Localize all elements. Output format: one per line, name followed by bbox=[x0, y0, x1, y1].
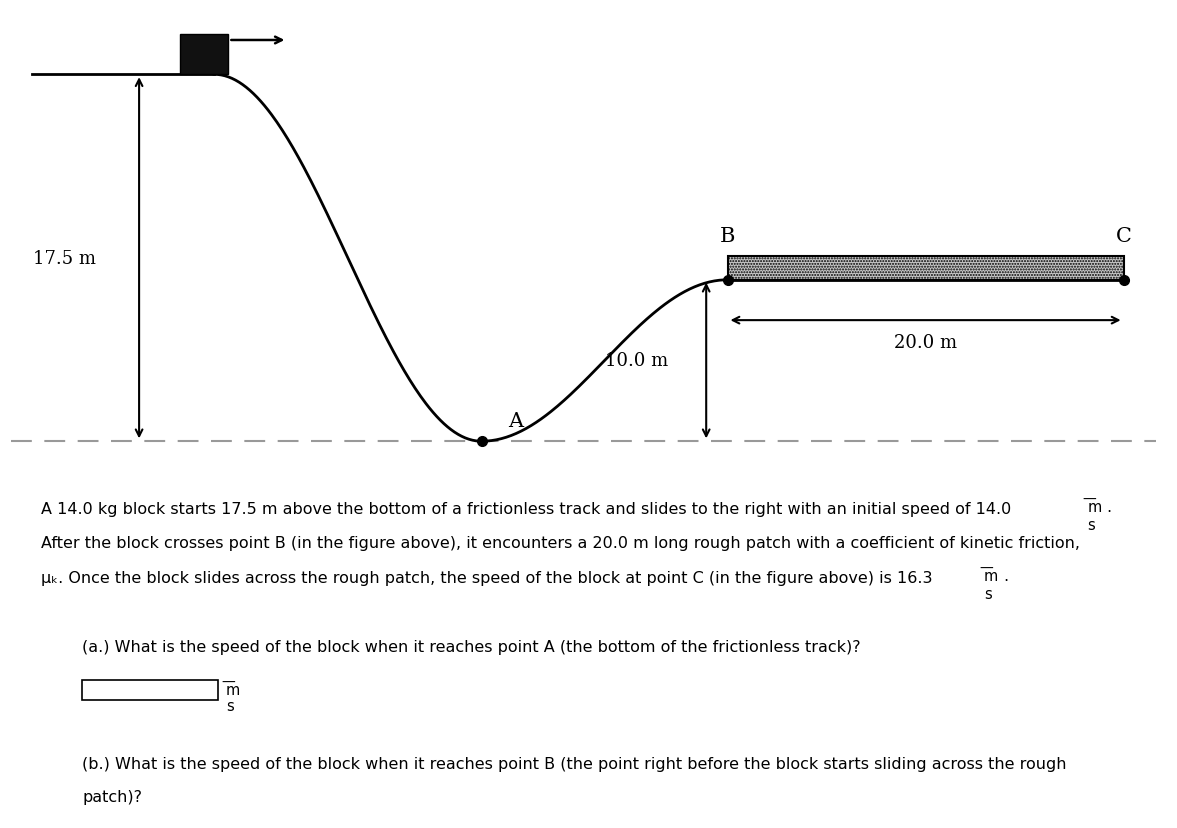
Text: μₖ. Once the block slides across the rough patch, the speed of the block at poin: μₖ. Once the block slides across the rou… bbox=[41, 570, 932, 585]
Text: m: m bbox=[226, 682, 240, 697]
Text: patch)?: patch)? bbox=[82, 789, 142, 804]
Text: After the block crosses point B (in the figure above), it encounters a 20.0 m lo: After the block crosses point B (in the … bbox=[41, 536, 1080, 551]
Text: A 14.0 kg block starts 17.5 m above the bottom of a frictionless track and slide: A 14.0 kg block starts 17.5 m above the … bbox=[41, 501, 1011, 516]
Text: 17.5 m: 17.5 m bbox=[33, 249, 95, 267]
Text: m: m bbox=[1088, 499, 1102, 514]
Text: A: A bbox=[508, 412, 524, 431]
Bar bbox=[180, 35, 228, 75]
Text: 10.0 m: 10.0 m bbox=[605, 352, 669, 370]
Text: m: m bbox=[984, 568, 998, 583]
Text: s: s bbox=[226, 698, 234, 713]
Bar bbox=[727, 257, 1124, 281]
Text: —: — bbox=[1083, 492, 1097, 506]
Text: .: . bbox=[1106, 499, 1111, 514]
Text: —: — bbox=[221, 675, 235, 689]
Text: (a.) What is the speed of the block when it reaches point A (the bottom of the f: (a.) What is the speed of the block when… bbox=[82, 639, 862, 654]
Text: 20.0 m: 20.0 m bbox=[895, 334, 957, 352]
Text: .: . bbox=[1003, 568, 1008, 583]
Text: —: — bbox=[979, 561, 993, 575]
Text: C: C bbox=[1116, 227, 1131, 246]
Text: (b.) What is the speed of the block when it reaches point B (the point right bef: (b.) What is the speed of the block when… bbox=[82, 756, 1066, 771]
Text: s: s bbox=[984, 586, 992, 601]
Text: —: — bbox=[221, 825, 235, 828]
Text: s: s bbox=[1088, 518, 1096, 532]
Text: B: B bbox=[720, 227, 736, 246]
FancyBboxPatch shape bbox=[82, 681, 218, 700]
